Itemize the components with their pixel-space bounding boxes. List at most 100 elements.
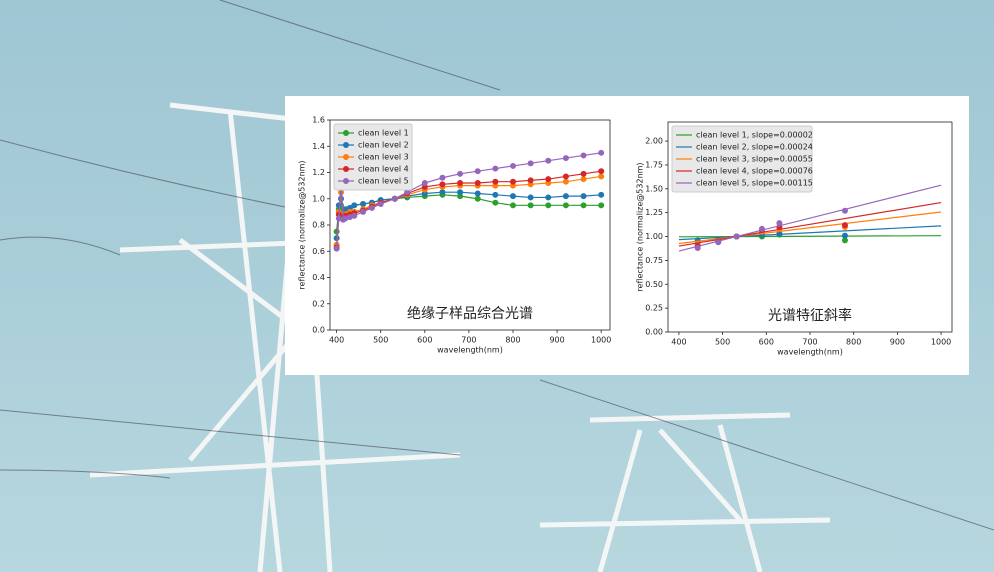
legend-label: clean level 4	[358, 165, 409, 174]
data-point	[474, 190, 481, 197]
legend-label: clean level 1	[358, 129, 409, 138]
y-tick-label: 1.0	[312, 194, 325, 203]
data-point	[694, 245, 701, 251]
data-point	[333, 245, 340, 252]
legend-marker	[343, 178, 349, 184]
data-point	[360, 208, 367, 215]
data-point	[598, 149, 605, 156]
data-point	[562, 193, 569, 200]
data-point	[527, 202, 534, 209]
data-point	[545, 194, 552, 201]
legend-marker	[343, 142, 349, 148]
legend-marker	[343, 166, 349, 172]
data-point	[580, 193, 587, 200]
data-point	[492, 178, 499, 185]
fit-line	[678, 225, 942, 241]
data-point	[527, 177, 534, 184]
y-tick-label: 0.75	[645, 256, 663, 265]
x-tick-label: 800	[505, 336, 520, 345]
y-tick-label: 0.0	[312, 326, 325, 335]
data-point	[492, 165, 499, 172]
data-point	[580, 202, 587, 209]
legend-label: clean level 4, slope=0.00076	[696, 167, 813, 176]
legend-box	[333, 123, 413, 191]
data-point	[841, 232, 848, 239]
legend-label: clean level 2, slope=0.00024	[696, 143, 813, 152]
x-tick-label: 700	[461, 336, 476, 345]
data-point	[474, 195, 481, 202]
data-point	[562, 173, 569, 180]
data-point	[474, 168, 481, 175]
chart-annotation: 绝缘子样品综合光谱	[407, 306, 533, 322]
y-tick-label: 2.00	[645, 137, 663, 146]
x-tick-label: 900	[890, 338, 905, 347]
data-point	[545, 157, 552, 164]
y-tick-label: 1.4	[312, 142, 325, 151]
data-point	[474, 180, 481, 186]
data-point	[598, 191, 605, 198]
legend-box	[671, 125, 813, 193]
data-point	[562, 202, 569, 209]
data-point	[368, 204, 375, 211]
y-tick-label: 0.00	[645, 328, 663, 337]
y-axis-label: reflectance (normalize@532nm)	[298, 160, 307, 289]
power-wires	[0, 0, 994, 531]
data-point	[580, 170, 587, 177]
y-tick-label: 1.6	[312, 116, 325, 125]
y-tick-label: 0.6	[312, 247, 325, 256]
data-point	[377, 201, 384, 207]
data-point	[598, 173, 605, 180]
legend-marker	[343, 130, 349, 136]
data-point	[509, 162, 516, 169]
data-point	[527, 194, 534, 201]
fit-line	[678, 201, 942, 247]
data-point	[580, 176, 587, 183]
y-tick-label: 1.50	[645, 184, 663, 193]
data-point	[492, 199, 499, 206]
data-point	[509, 178, 516, 185]
y-tick-label: 1.00	[645, 232, 663, 241]
chart-annotation: 光谱特征斜率	[768, 307, 852, 324]
x-tick-label: 1000	[931, 338, 951, 347]
x-axis-label: wavelength(nm)	[437, 346, 503, 355]
y-tick-label: 0.25	[645, 304, 663, 313]
data-point	[404, 189, 411, 196]
y-tick-label: 0.8	[312, 221, 325, 230]
x-tick-label: 900	[549, 336, 564, 345]
data-point	[758, 225, 765, 232]
x-tick-label: 400	[671, 338, 686, 347]
y-tick-label: 1.25	[645, 208, 663, 217]
data-point	[457, 180, 464, 186]
data-point	[492, 191, 499, 198]
legend-label: clean level 2	[358, 141, 409, 150]
data-point	[715, 239, 722, 246]
x-tick-label: 1000	[591, 336, 611, 345]
data-point	[545, 176, 552, 183]
x-tick-label: 800	[846, 338, 861, 347]
y-tick-label: 0.50	[645, 280, 663, 289]
x-tick-label: 600	[759, 338, 774, 347]
data-point	[457, 170, 464, 177]
data-point	[841, 237, 848, 244]
x-tick-label: 500	[373, 336, 388, 345]
y-tick-label: 0.4	[312, 273, 325, 282]
data-point	[776, 220, 783, 227]
data-point	[360, 201, 367, 207]
y-axis-label: reflectance (normalize@532nm)	[636, 162, 645, 291]
y-tick-label: 0.2	[312, 299, 325, 308]
x-tick-label: 500	[715, 338, 730, 347]
y-tick-label: 1.75	[645, 160, 663, 169]
data-point	[439, 174, 446, 181]
data-point	[351, 212, 358, 219]
fit-line	[678, 184, 942, 252]
legend-marker	[343, 154, 349, 160]
data-point	[509, 193, 516, 200]
x-axis-label: wavelength(nm)	[777, 348, 843, 357]
data-point	[598, 168, 605, 175]
y-tick-label: 1.2	[312, 168, 325, 177]
data-point	[562, 155, 569, 162]
data-point	[580, 152, 587, 159]
data-point	[439, 189, 446, 196]
data-point	[598, 202, 605, 209]
data-point	[391, 195, 398, 202]
